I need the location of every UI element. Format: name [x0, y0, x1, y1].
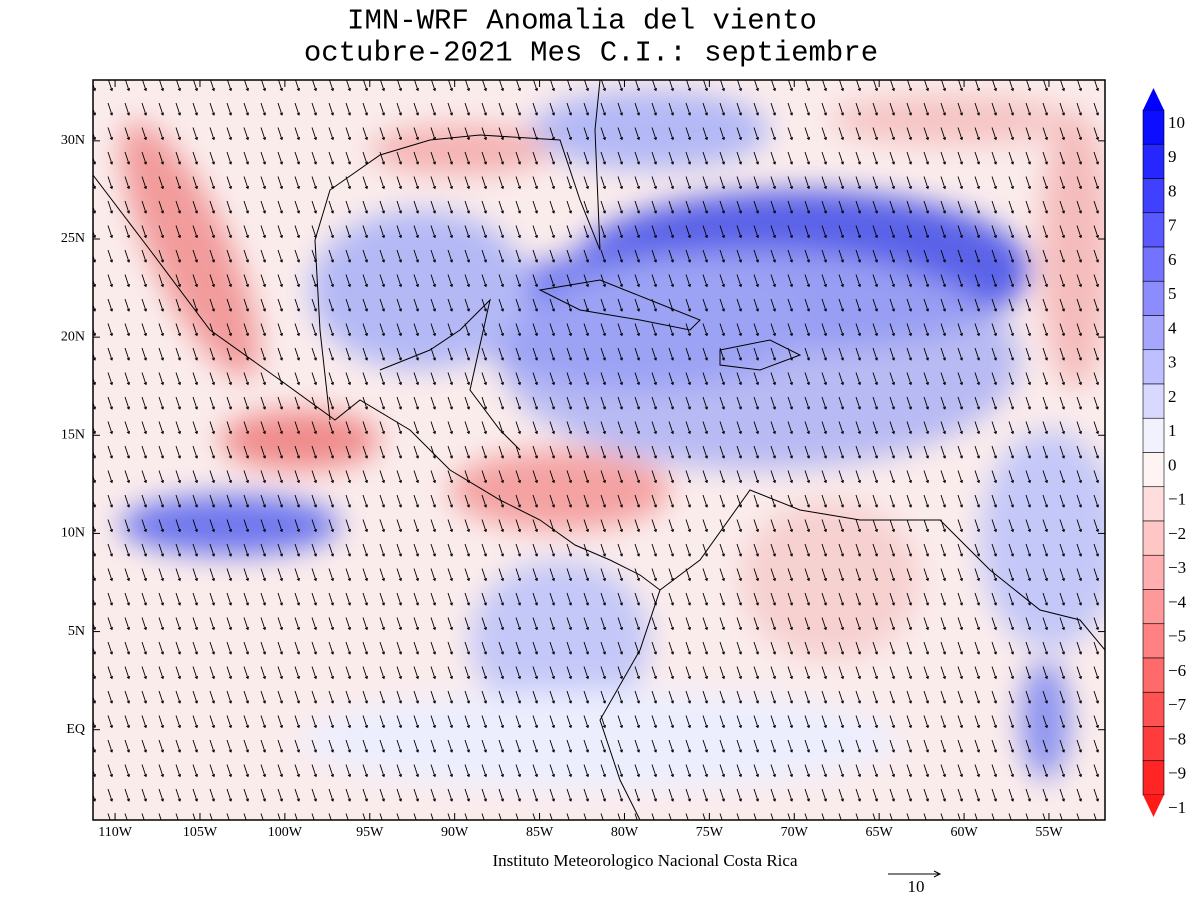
colorbar-box: [1142, 178, 1165, 214]
colorbar-label: 5: [1168, 284, 1177, 303]
lat-tick-label: 10N: [61, 526, 85, 541]
colorbar-box: [1142, 760, 1165, 796]
reference-arrowhead: [933, 870, 942, 878]
lat-tick-label: 20N: [61, 329, 85, 344]
lat-tick-label: 5N: [68, 624, 85, 639]
colorbar-label: 6: [1168, 250, 1177, 269]
colorbar-box: [1142, 349, 1165, 385]
colorbar-label: 10: [1168, 113, 1185, 132]
colorbar-box: [1142, 623, 1165, 659]
lon-tick-label: 60W: [950, 825, 978, 840]
colorbar-top-arrow: [1143, 88, 1164, 110]
colorbar-label: −1: [1168, 490, 1186, 509]
colorbar-label: 4: [1168, 318, 1177, 337]
colorbar-label: 9: [1168, 147, 1177, 166]
colorbar-label: 3: [1168, 353, 1177, 372]
colorbar-label: −1: [1168, 798, 1186, 817]
lon-tick-label: 65W: [866, 825, 894, 840]
colorbar-bottom-arrow: [1143, 795, 1164, 817]
lon-tick-label: 95W: [356, 825, 384, 840]
map-frame: [92, 79, 1106, 821]
colorbar-label: 2: [1168, 387, 1177, 406]
colorbar-label: −8: [1168, 729, 1186, 748]
map-field: [93, 80, 1105, 820]
lon-tick-label: 55W: [1035, 825, 1063, 840]
colorbar-label: 1: [1168, 421, 1177, 440]
colorbar-box: [1142, 486, 1165, 522]
lon-tick-label: 80W: [611, 825, 639, 840]
colorbar-box: [1142, 554, 1165, 590]
lon-tick-label: 90W: [441, 825, 469, 840]
colorbar-label: 8: [1168, 181, 1177, 200]
colorbar-label: −4: [1168, 592, 1187, 611]
colorbar-box: [1142, 691, 1165, 727]
colorbar-label: 0: [1168, 455, 1177, 474]
footer: Instituto Meteorologico Nacional Costa R…: [493, 851, 798, 870]
lon-tick-label: 105W: [183, 825, 218, 840]
colorbar-box: [1142, 143, 1165, 179]
colorbar-box: [1142, 520, 1165, 556]
colorbar-box: [1142, 109, 1165, 145]
reference-vector: 10: [888, 870, 942, 896]
colorbar-label: −9: [1168, 764, 1186, 783]
lon-tick-label: 75W: [696, 825, 724, 840]
colorbar-box: [1142, 383, 1165, 419]
lon-tick-label: 85W: [526, 825, 554, 840]
colorbar-box: [1142, 726, 1165, 762]
colorbar-box: [1142, 280, 1165, 316]
colorbar-box: [1142, 212, 1165, 248]
lon-tick-label: 100W: [268, 825, 303, 840]
colorbar-label: −2: [1168, 524, 1186, 543]
lat-tick-label: EQ: [66, 722, 85, 737]
title-line-1: IMN-WRF Anomalia del viento: [347, 5, 817, 38]
colorbar-label: −5: [1168, 627, 1186, 646]
colorbar-box: [1142, 246, 1165, 282]
colorbar-box: [1142, 417, 1165, 453]
colorbar-box: [1142, 452, 1165, 488]
colorbar-label: −7: [1168, 695, 1187, 714]
lat-tick-label: 15N: [61, 427, 85, 442]
colorbar-box: [1142, 315, 1165, 351]
colorbar-box: [1142, 657, 1165, 693]
title-line-2: octubre-2021 Mes C.I.: septiembre: [304, 37, 878, 70]
lon-tick-label: 70W: [781, 825, 809, 840]
reference-label: 10: [908, 877, 925, 896]
lat-tick-label: 30N: [61, 133, 85, 148]
colorbar-label: 7: [1168, 216, 1177, 235]
colorbar-label: −6: [1168, 661, 1186, 680]
wind-vectors: [93, 80, 1105, 820]
lat-tick-label: 25N: [61, 231, 85, 246]
colorbar-box: [1142, 589, 1165, 625]
lon-tick-label: 110W: [98, 825, 132, 840]
colorbar-label: −3: [1168, 558, 1186, 577]
